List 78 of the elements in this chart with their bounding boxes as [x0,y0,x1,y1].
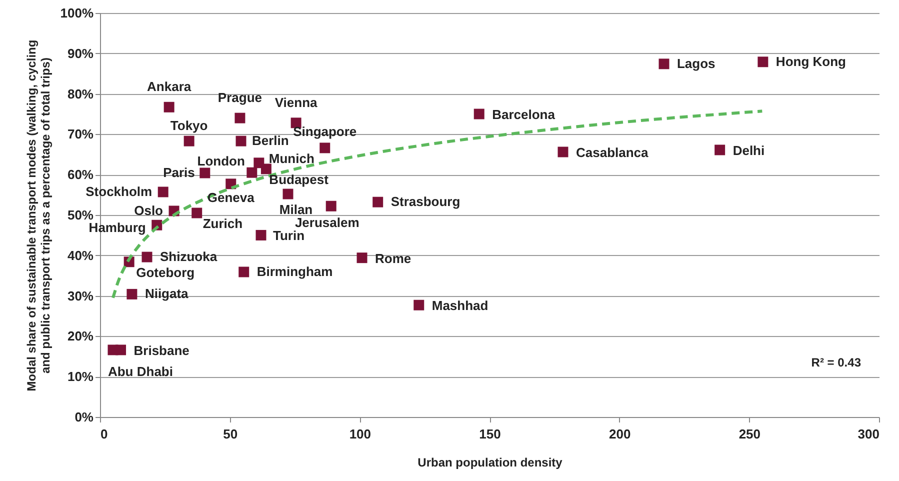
point [658,58,670,70]
annotation: Shizuoka [160,249,218,264]
point [236,136,246,146]
y-tick-label: 0% [74,410,94,424]
y-tick-label: 10% [67,369,94,384]
annotation: R² = 0.43 [811,356,862,370]
annotation: Tokyo [170,118,208,134]
annotation: Lagos [676,56,716,71]
x-tick-label: 50 [223,426,238,442]
y-tick-label: 60% [67,167,94,182]
x-tick-label: 300 [858,426,880,442]
annotation: Prague [218,90,262,106]
annotation: Berlin [252,133,289,148]
y-tick-label: 20% [67,328,94,344]
annotation: Zurich [202,216,243,231]
point [108,344,118,356]
annotation: Abu Dhabi [108,364,173,379]
x-tick-label: 150 [479,426,501,442]
annotation: Goteborg [136,264,195,280]
annotation: Jerusalem [294,215,360,230]
y-tick-label: 100% [60,6,94,20]
x-tick-label: 250 [738,426,761,442]
annotation: Munich [268,150,314,166]
annotation: Mashhad [432,298,488,314]
annotation: Ankara [147,79,192,94]
annotation: Birmingham [256,264,333,279]
x-tick-label: 200 [608,426,631,442]
point [758,56,768,68]
annotation: Milan [279,202,313,217]
point [158,186,168,198]
annotation: Strasbourg [390,194,460,210]
point [192,208,202,218]
point [356,252,368,264]
point [164,102,174,112]
point [474,108,484,120]
y-tick-label: 90% [67,46,94,61]
y-axis-title: Modal share of sustainable transport modes (walking, cycling and public transport trips as a percentage of total trips) [24,40,52,392]
annotation: Hong Kong [776,54,846,69]
y-tick-label: 40% [67,248,94,263]
point [184,136,194,146]
annotation: Niigata [144,286,190,302]
point [414,300,424,310]
point [320,142,330,154]
y-tick-label: 50% [67,208,94,222]
x-tick-label: 0 [100,426,108,442]
point [282,188,294,200]
x-tick-label: 100 [349,426,372,442]
point [326,200,336,212]
point [200,168,210,178]
point [234,112,246,124]
point [246,167,258,178]
point [126,288,138,300]
annotation: Barcelona [492,107,556,122]
point [558,146,568,158]
annotation: Paris [163,164,195,180]
annotation: Stockholm [86,184,152,199]
annotation: Geneva [207,190,256,205]
point [714,144,726,156]
annotation: Singapore [293,124,357,139]
annotation: Delhi [732,142,765,158]
point [372,196,384,208]
annotation: London [197,154,245,169]
annotation: Oslo [134,202,164,218]
annotation: Turin [272,228,305,244]
annotation: Rome [375,250,412,266]
point [260,164,272,174]
point [238,266,250,278]
annotation: Brisbane [134,342,190,358]
annotation: Vienna [274,94,318,110]
x-axis-title: Urban population density [418,456,563,470]
y-tick-label: 70% [67,126,94,142]
y-tick-label: 80% [67,86,94,102]
annotation: Casablanca [576,144,650,160]
y-tick-label: 30% [67,288,94,304]
point [256,230,266,240]
annotation: Budapest [269,172,330,187]
annotation: Hamburg [88,220,146,236]
point [142,252,152,262]
